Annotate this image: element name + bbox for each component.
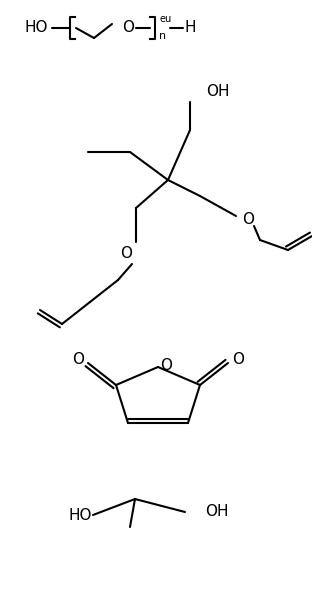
Text: O: O [122,21,134,35]
Text: OH: OH [206,84,230,100]
Text: O: O [232,352,244,366]
Text: n: n [159,31,166,41]
Text: HO: HO [68,507,92,523]
Text: H: H [184,21,196,35]
Text: O: O [120,247,132,261]
Text: O: O [72,352,84,366]
Text: O: O [242,212,254,228]
Text: eu: eu [159,14,171,24]
Text: HO: HO [24,21,48,35]
Text: OH: OH [205,504,228,520]
Text: O: O [160,358,172,372]
